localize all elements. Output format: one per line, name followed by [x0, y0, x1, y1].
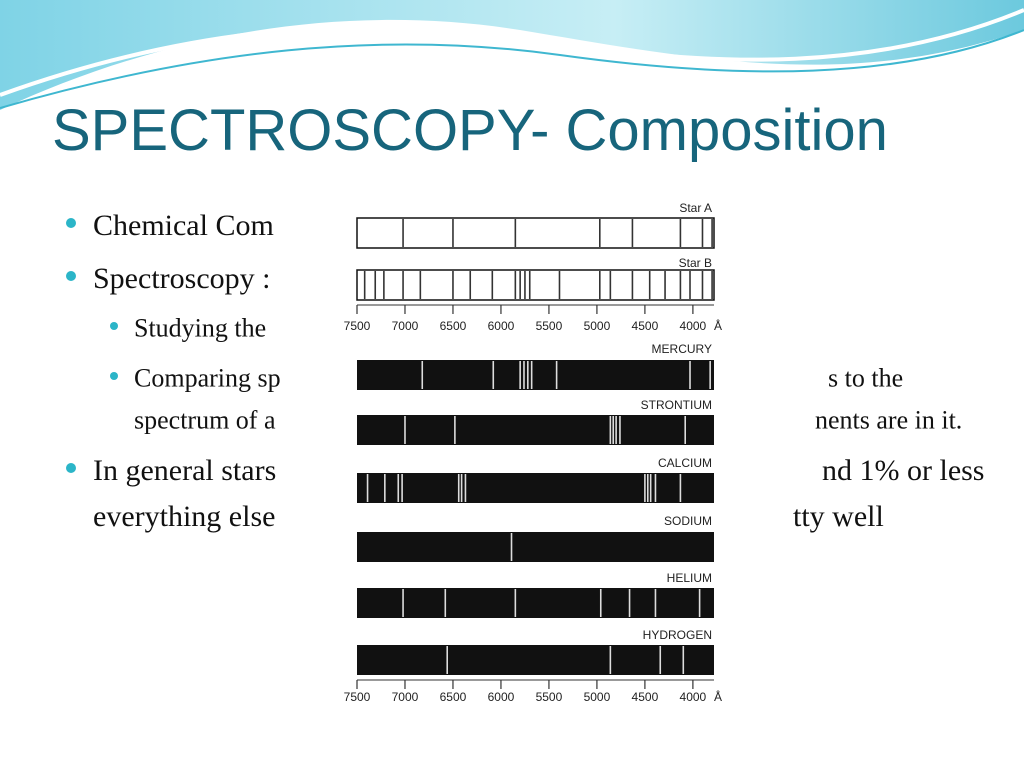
tick-label: 7500	[344, 319, 371, 333]
bullet-dot	[66, 463, 76, 473]
spectrum-label: CALCIUM	[658, 456, 712, 470]
tick-label: 7000	[392, 319, 419, 333]
axis-unit: Å	[714, 318, 722, 333]
tick-label: 4500	[632, 690, 659, 704]
bullet-text: nd 1% or less	[822, 454, 984, 487]
tick-label: 6000	[488, 690, 515, 704]
spectrum-label: Star A	[679, 201, 712, 215]
header-wave	[0, 0, 1024, 110]
bullet-dot	[110, 372, 118, 380]
slide-title: SPECTROSCOPY- Composition	[52, 98, 888, 163]
spectrum-label: SODIUM	[664, 514, 712, 528]
spectrum-label: HELIUM	[667, 571, 712, 585]
bullet-text: s to the	[828, 364, 903, 393]
axis-unit: Å	[714, 689, 722, 704]
spectrum-band	[357, 360, 714, 390]
spectrum-label: STRONTIUM	[641, 398, 712, 412]
bullet-text: everything else	[93, 500, 275, 533]
tick-label: 5500	[536, 690, 563, 704]
spectrum-label: HYDROGEN	[643, 628, 712, 642]
spectrum-label: MERCURY	[652, 342, 712, 356]
spectrum-band	[357, 645, 714, 675]
spectrum-band	[356, 269, 715, 301]
bullet-dot	[66, 271, 76, 281]
tick-label: 5000	[584, 690, 611, 704]
bullet-text: Studying the	[134, 314, 266, 343]
tick-label: 6000	[488, 319, 515, 333]
bullet-dot	[110, 322, 118, 330]
bullet-list: Chemical Com Spectroscopy : Studying the Co…	[66, 209, 984, 533]
wave-line	[0, 29, 1024, 109]
tick-label: 4000	[680, 690, 707, 704]
wave-line	[0, 8, 1024, 97]
tick-label: 6500	[440, 690, 467, 704]
bullet-text: In general stars	[93, 454, 276, 487]
spectrum-label: Star B	[679, 256, 712, 270]
tick-label: 5500	[536, 319, 563, 333]
bullet-text: Chemical Com	[93, 209, 274, 242]
spectrum-band	[357, 473, 714, 503]
tick-label: 7000	[392, 690, 419, 704]
bullet-text: spectrum of a	[134, 406, 276, 435]
tick-label: 7500	[344, 690, 371, 704]
figure-background	[325, 172, 743, 724]
spectrum-band	[357, 532, 714, 562]
bullet-dot	[66, 218, 76, 228]
tick-label: 4500	[632, 319, 659, 333]
bullet-text: tty well	[793, 500, 884, 533]
tick-label: 6500	[440, 319, 467, 333]
spectrum-band	[357, 588, 714, 618]
spectrum-band	[357, 415, 714, 445]
bullet-text: Comparing sp	[134, 364, 281, 393]
tick-label: 4000	[680, 319, 707, 333]
spectra-figure: Star A Star B MERCURY STRONTIUM CALCIUM SODIU…	[325, 172, 743, 724]
bullet-text: nents are in it.	[815, 406, 962, 435]
tick-label: 5000	[584, 319, 611, 333]
spectrum-band	[356, 217, 715, 249]
bullet-text: Spectroscopy :	[93, 262, 270, 295]
